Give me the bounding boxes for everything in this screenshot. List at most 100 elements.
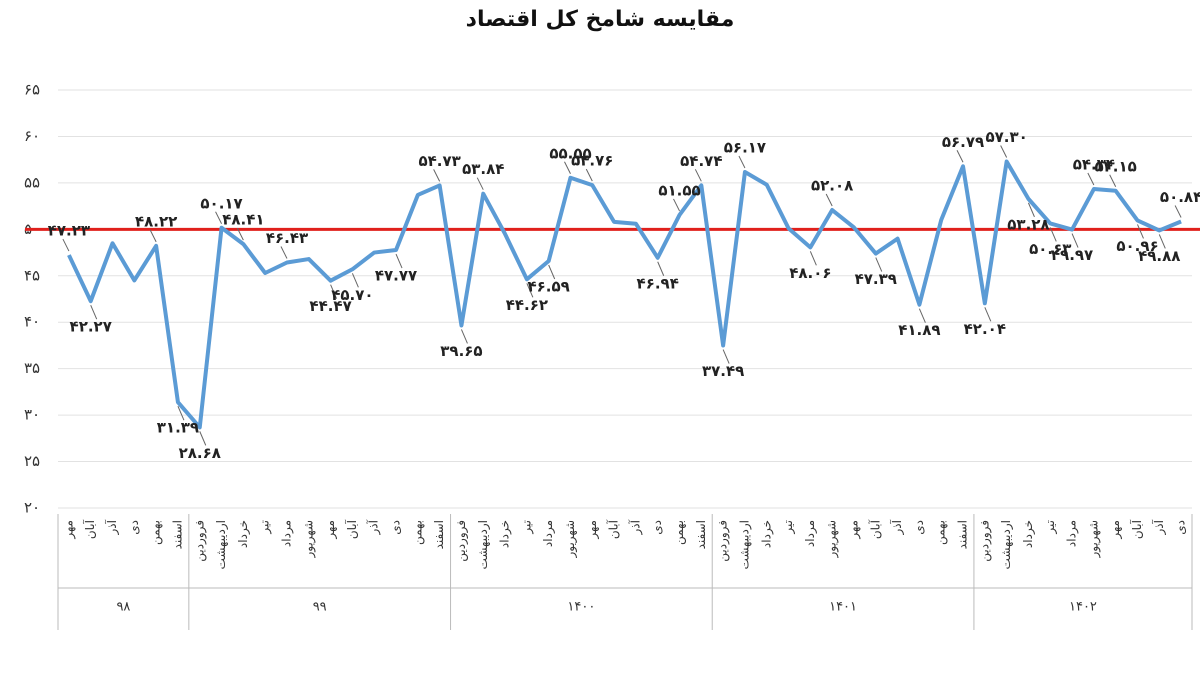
value-label: ۵۳.۲۸ [1007,215,1049,233]
x-tick-label: شهریور [825,520,840,559]
x-tick-label: اسفند [170,520,184,549]
label-leader [585,168,593,182]
label-leader [694,169,702,182]
x-tick-label: تیر [781,520,796,535]
value-label: ۵۴.۷۳ [418,152,460,170]
x-tick-label: دی [389,520,403,535]
group-label: ۱۴۰۲ [1069,600,1097,615]
label-leader [351,273,359,288]
x-tick-label: مرداد [279,520,294,547]
label-leader [199,431,207,446]
value-label: ۴۸.۰۶ [789,264,831,282]
value-label: ۵۱.۵۵ [658,181,700,199]
x-tick-label: فروردین [977,520,992,562]
x-tick-label: بهمن [934,520,949,545]
label-leader [918,308,926,323]
x-tick-label: خرداد [1021,520,1036,548]
group-label: ۹۸ [116,600,130,615]
y-tick-label: ۳۰ [24,406,40,424]
label-leader [1174,205,1182,218]
x-tick-label: آبان [1129,519,1144,539]
label-leader [1049,227,1057,242]
value-label: ۴۱.۸۹ [898,321,940,339]
value-label: ۴۷.۷۷ [375,267,417,285]
data-line [67,159,1182,430]
label-leader [875,257,883,272]
x-tick-label: آبان [867,519,882,539]
label-leader [548,264,556,280]
value-label: ۵۶.۱۷ [724,139,766,157]
value-label: ۵۴.۷۴ [680,152,722,170]
label-leader [1071,233,1079,248]
y-tick-label: ۲۰ [24,499,40,517]
value-label: ۴۴.۴۷ [309,297,351,315]
x-tick-label: آبان [82,519,97,539]
group-label: ۱۴۰۰ [567,600,595,615]
value-label: ۳۹.۶۵ [440,342,482,360]
value-label: ۴۲.۰۴ [964,320,1006,338]
x-tick-label: شهریور [1086,520,1101,559]
x-tick-label: مهر [323,520,338,540]
label-leader [177,406,185,421]
x-tick-label: خرداد [759,520,774,548]
value-label: ۵۳.۸۴ [462,160,504,178]
group-label: ۱۴۰۱ [829,600,857,615]
value-label: ۴۸.۲۲ [135,212,177,230]
label-leader [1000,145,1008,158]
x-tick-label: آذر [627,519,643,535]
x-tick-label: تیر [258,520,273,535]
label-leader [722,349,730,364]
value-label: ۵۰.۸۴ [1160,188,1200,206]
label-leader [62,238,70,252]
group-label: ۹۹ [313,600,327,615]
label-leader [1087,172,1095,186]
x-tick-label: مهر [846,520,861,540]
x-tick-label: دی [650,520,664,535]
y-tick-label: ۴۵ [24,266,40,284]
label-leader [215,211,223,224]
x-tick-label: آذر [889,519,905,535]
x-tick-label: مرداد [541,520,556,547]
value-label: ۴۶.۵۹ [528,278,570,296]
x-tick-label: آبان [606,519,621,539]
value-label: ۳۷.۴۹ [702,362,744,380]
x-tick-label: شهریور [563,520,578,559]
x-tick-label: اردیبهشت [214,520,229,569]
value-label: ۵۶.۷۹ [942,133,984,151]
label-leader [1027,202,1035,218]
value-label: ۵۲.۰۸ [811,177,853,195]
y-tick-label: ۲۵ [24,452,40,470]
x-tick-label: مهر [61,520,76,540]
x-tick-label: خرداد [236,520,251,548]
x-tick-label: آذر [366,519,382,535]
value-label: ۴۶.۴۳ [266,229,308,247]
label-leader [673,198,680,212]
label-leader [395,253,403,269]
label-leader [330,284,338,299]
value-label: ۴۷.۲۳ [48,222,90,240]
chart-title: مقایسه شامخ کل اقتصاد [466,7,735,32]
value-label: ۴۹.۸۸ [1138,247,1180,265]
label-leader [657,261,665,276]
label-leader [809,251,817,266]
label-leader [1158,234,1166,249]
label-leader [236,227,244,241]
label-leader [149,229,157,243]
x-tick-label: تیر [519,520,534,535]
value-label: ۵۰.۶۳ [1029,240,1071,258]
label-leader [90,304,98,320]
value-label: ۵۰.۱۷ [200,194,242,212]
y-tick-label: ۴۰ [24,313,40,331]
y-tick-label: ۵۵ [24,173,40,191]
label-leader [738,155,746,169]
value-label: ۲۸.۶۸ [179,444,221,462]
value-label: ۴۵.۷۰ [331,286,373,304]
x-tick-label: مرداد [803,520,818,547]
label-leader [1137,224,1144,239]
value-label: ۵۴.۳۴ [1073,156,1115,174]
value-label: ۴۶.۹۴ [637,274,679,292]
label-leader [433,169,441,182]
x-tick-label: تیر [1043,520,1058,535]
label-leader [956,150,964,163]
